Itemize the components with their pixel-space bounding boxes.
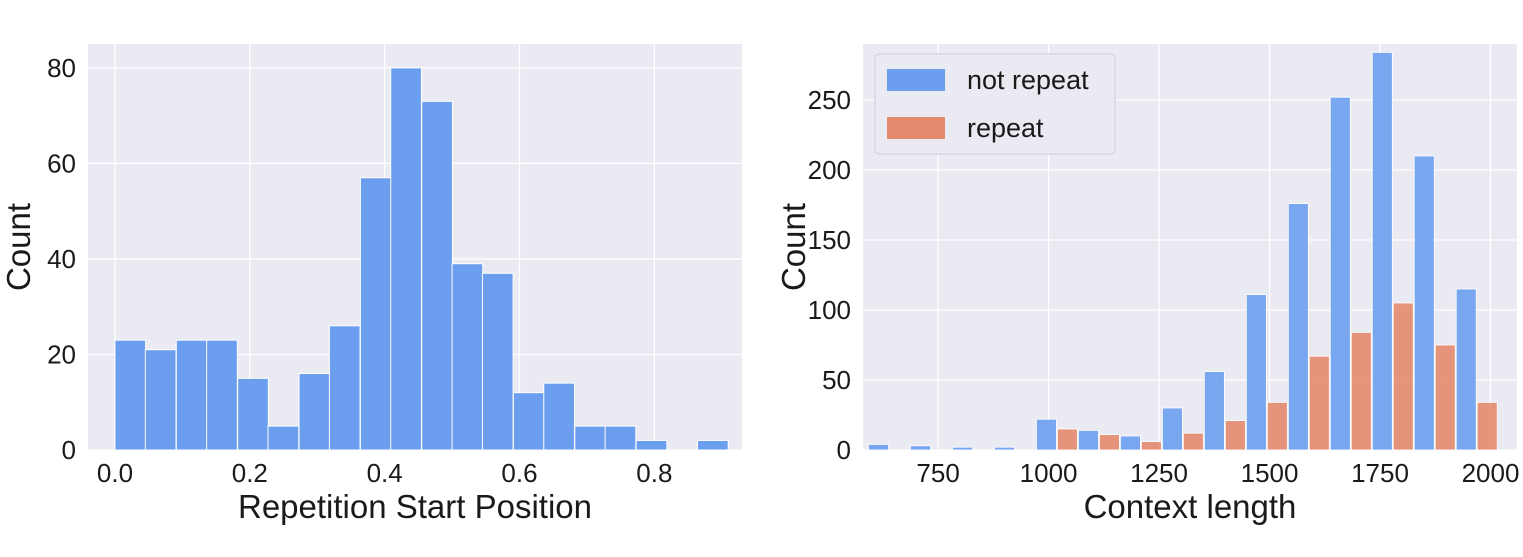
histogram-bar: [206, 339, 238, 451]
histogram-bar: [267, 425, 300, 451]
x-tick-label: 0.8: [636, 458, 672, 488]
bar-repeat: [1266, 401, 1288, 451]
bar-not-repeat: [1371, 52, 1393, 451]
y-axis-label: Count: [0, 203, 37, 291]
x-tick-label: 0.0: [97, 458, 133, 488]
histogram-bar: [635, 439, 668, 451]
histogram-bar: [359, 177, 392, 451]
bar-not-repeat: [1203, 371, 1225, 451]
y-tick-label: 250: [808, 85, 851, 115]
bar-not-repeat: [1036, 418, 1057, 451]
bar-not-repeat: [952, 446, 973, 451]
chart-context-length: 750 1000 1250 1500 1750 2000 0 50 100 150 200 250 Co…: [775, 44, 1519, 525]
histogram-bar: [604, 425, 637, 451]
histogram-bar: [451, 263, 484, 451]
histogram-bar: [175, 339, 208, 451]
chart-repetition-start-position: 0.0 0.2 0.4 0.6 0.8 0 20 40 60 80 Repetition Start…: [0, 44, 742, 525]
y-tick-label: 0: [837, 435, 851, 465]
y-tick-label: 20: [47, 339, 76, 369]
y-tick-label: 100: [808, 295, 851, 325]
bar-not-repeat: [1329, 96, 1351, 451]
x-tick-label: 0.6: [501, 458, 537, 488]
histogram-bar: [421, 100, 453, 451]
histogram-bar: [237, 377, 269, 451]
y-tick-label: 40: [47, 244, 76, 274]
y-tick-label: 150: [808, 225, 851, 255]
histogram-bar: [481, 272, 514, 451]
legend-swatch-not-repeat: [887, 69, 945, 91]
bar-not-repeat: [994, 446, 1015, 451]
bar-repeat: [1308, 355, 1330, 451]
y-tick-label: 60: [47, 148, 76, 178]
bar-repeat: [1099, 434, 1120, 451]
histogram-bar: [144, 349, 177, 451]
legend-label: repeat: [967, 113, 1044, 143]
bar-repeat: [1476, 401, 1498, 451]
bar-not-repeat: [1161, 407, 1183, 451]
bar-not-repeat: [1287, 203, 1309, 451]
x-axis-label: Context length: [1084, 488, 1297, 525]
histogram-bar: [512, 392, 545, 451]
bar-repeat: [1434, 344, 1456, 451]
bar-repeat: [1182, 432, 1204, 451]
x-tick-label: 0.4: [367, 458, 403, 488]
bar-not-repeat: [1413, 155, 1435, 451]
bar-repeat: [1057, 428, 1078, 451]
bar-repeat: [1392, 302, 1414, 451]
bar-repeat: [1140, 441, 1162, 451]
y-tick-label: 0: [62, 435, 76, 465]
histogram-bar: [328, 325, 361, 451]
y-axis-label: Count: [775, 203, 812, 291]
histogram-bar: [298, 373, 331, 451]
histogram-bar: [574, 425, 606, 451]
x-axis-label: Repetition Start Position: [238, 488, 592, 525]
bar-not-repeat: [1245, 294, 1267, 451]
bar-not-repeat: [1120, 435, 1141, 451]
histogram-bar: [390, 67, 422, 451]
x-tick-label: 2000: [1462, 458, 1520, 488]
x-tick-label: 1000: [1020, 458, 1078, 488]
y-tick-label: 50: [822, 365, 851, 395]
histogram-bar: [543, 382, 575, 451]
histogram-bar: [114, 339, 147, 451]
x-tick-label: 1750: [1351, 458, 1409, 488]
y-tick-label: 200: [808, 155, 851, 185]
bar-repeat: [1224, 420, 1246, 451]
legend-swatch-repeat: [887, 117, 945, 139]
x-tick-label: 750: [916, 458, 959, 488]
x-tick-label: 0.2: [232, 458, 268, 488]
histogram-bar: [697, 439, 729, 451]
bar-not-repeat: [1078, 429, 1099, 451]
x-tick-label: 1250: [1130, 458, 1188, 488]
y-tick-label: 80: [47, 53, 76, 83]
bar-not-repeat: [1455, 288, 1477, 451]
bar-repeat: [1350, 331, 1372, 451]
legend-label: not repeat: [967, 65, 1089, 95]
bar-not-repeat: [910, 445, 931, 451]
x-tick-label: 1500: [1241, 458, 1299, 488]
bar-not-repeat: [868, 443, 889, 451]
legend: not repeat repeat: [874, 53, 1116, 155]
